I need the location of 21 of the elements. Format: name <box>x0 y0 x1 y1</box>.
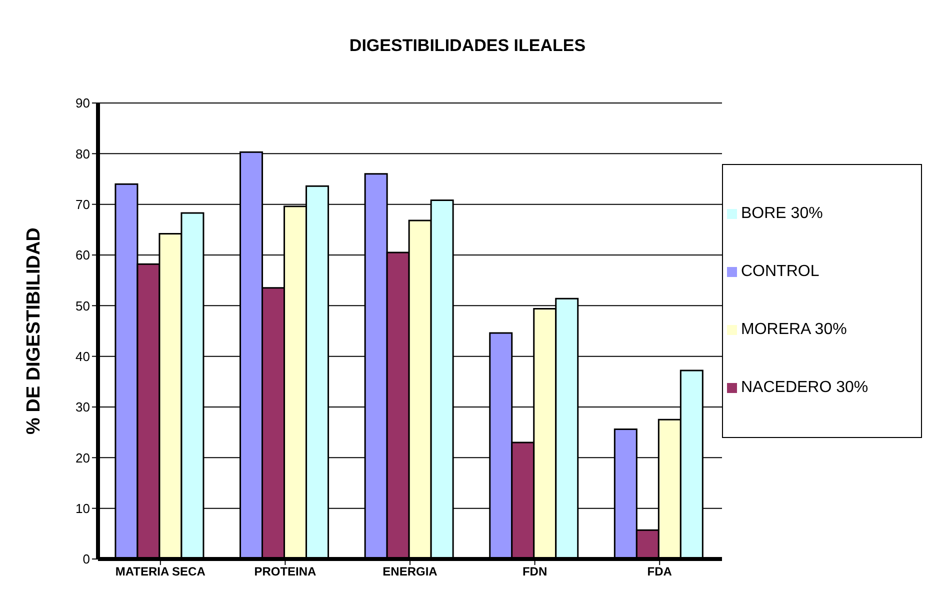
y-tick-label: 30 <box>76 400 90 415</box>
y-tick-label: 10 <box>76 500 90 516</box>
x-tick-label: ENERGIA <box>382 564 438 579</box>
y-tick-label: 40 <box>76 348 90 364</box>
y-tick-label: 60 <box>76 248 90 263</box>
y-tick-label: 20 <box>76 450 90 466</box>
legend-label: MORERA 30% <box>741 321 847 338</box>
y-tick-label: 50 <box>76 298 90 314</box>
y-axis-title: % DE DIGESTIBILIDAD <box>24 228 45 434</box>
legend-label: BORE 30% <box>741 205 823 222</box>
y-tick-label: 90 <box>76 96 90 111</box>
y-tick-label: 0 <box>82 552 90 567</box>
y-tick-label: 70 <box>76 196 90 212</box>
chart-title: DIGESTIBILIDADES ILEALES <box>348 36 587 56</box>
x-tick-label: FDN <box>522 564 548 579</box>
legend-label: CONTROL <box>741 263 820 280</box>
y-tick-label: 80 <box>76 146 90 162</box>
x-tick-label: PROTEINA <box>254 564 317 579</box>
x-tick-label: MATERIA SECA <box>115 564 206 579</box>
x-tick-label: FDA <box>647 564 672 579</box>
legend-label: NACEDERO 30% <box>741 379 868 396</box>
